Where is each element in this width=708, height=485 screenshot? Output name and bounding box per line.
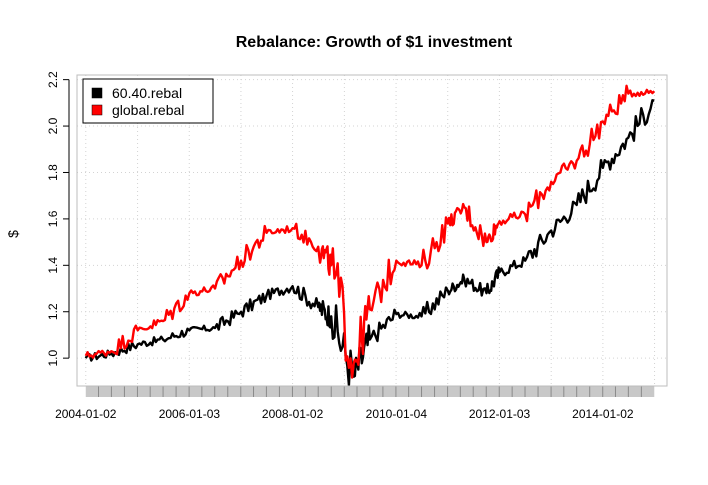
- series-line-60.40.rebal: [84, 99, 655, 387]
- x-tick-label: 2008-01-02: [262, 407, 324, 421]
- legend-swatch: [91, 87, 103, 99]
- y-axis: 1.0 1.2 1.4 1.6 1.8 2.0 2.2: [46, 71, 70, 366]
- x-tick-label: 2012-01-03: [469, 407, 531, 421]
- chart-title: Rebalance: Growth of $1 investment: [236, 34, 513, 51]
- legend-label: global.rebal: [112, 102, 184, 118]
- x-axis: 2004-01-02 2006-01-03 2008-01-02 2010-01-04…: [55, 407, 634, 421]
- y-tick-label: 1.8: [46, 164, 60, 181]
- y-tick-label: 2.2: [46, 71, 60, 88]
- series-line-global.rebal: [84, 84, 656, 379]
- legend-swatch: [91, 104, 103, 116]
- y-tick-label: 1.6: [46, 210, 60, 227]
- y-tick-label: 1.0: [46, 349, 60, 366]
- x-tick-label: 2014-01-02: [572, 407, 634, 421]
- y-tick-label: 2.0: [46, 117, 60, 134]
- y-axis-label: $: [5, 230, 21, 238]
- x-tick-label: 2006-01-03: [159, 407, 221, 421]
- plot-frame: [76, 74, 668, 387]
- x-tick-label: 2010-01-04: [366, 407, 428, 421]
- x-tick-label: 2004-01-02: [55, 407, 117, 421]
- x-axis-band: [85, 386, 655, 397]
- series-layer: [84, 84, 656, 387]
- legend-box: [82, 78, 214, 124]
- legend-label: 60.40.rebal: [112, 85, 182, 101]
- y-tick-label: 1.4: [46, 257, 60, 274]
- y-tick-label: 1.2: [46, 303, 60, 320]
